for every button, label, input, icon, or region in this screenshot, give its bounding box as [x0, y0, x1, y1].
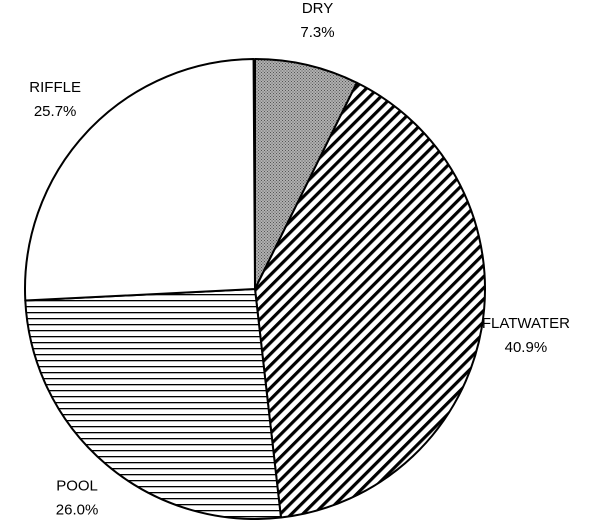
pie-slice [24, 288, 282, 520]
slice-label: POOL [56, 478, 98, 495]
slice-label: FLATWATER [482, 315, 570, 332]
pie-slice [24, 58, 256, 302]
slice-value-label: 7.3% [300, 24, 334, 41]
pie-slice [254, 58, 358, 290]
slice-label: DRY [302, 0, 333, 17]
slice-value-label: 26.0% [56, 502, 99, 519]
slice-value-label: 25.7% [34, 103, 77, 120]
pie-slice [254, 81, 486, 519]
slice-label: RIFFLE [29, 79, 81, 96]
slice-value-label: 40.9% [505, 339, 548, 356]
